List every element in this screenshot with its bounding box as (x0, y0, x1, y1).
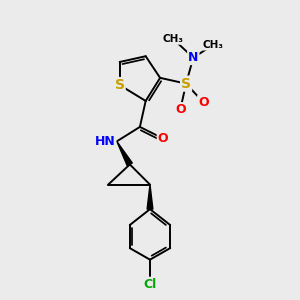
Text: O: O (198, 96, 209, 109)
Text: Cl: Cl (143, 278, 157, 291)
Text: CH₃: CH₃ (163, 34, 184, 44)
Text: CH₃: CH₃ (203, 40, 224, 50)
Text: HN: HN (94, 135, 116, 148)
Polygon shape (117, 141, 132, 166)
Text: O: O (158, 132, 168, 145)
Text: N: N (188, 51, 199, 64)
Text: S: S (115, 78, 125, 92)
Text: O: O (175, 103, 186, 116)
Polygon shape (147, 184, 153, 209)
Text: S: S (181, 76, 191, 91)
